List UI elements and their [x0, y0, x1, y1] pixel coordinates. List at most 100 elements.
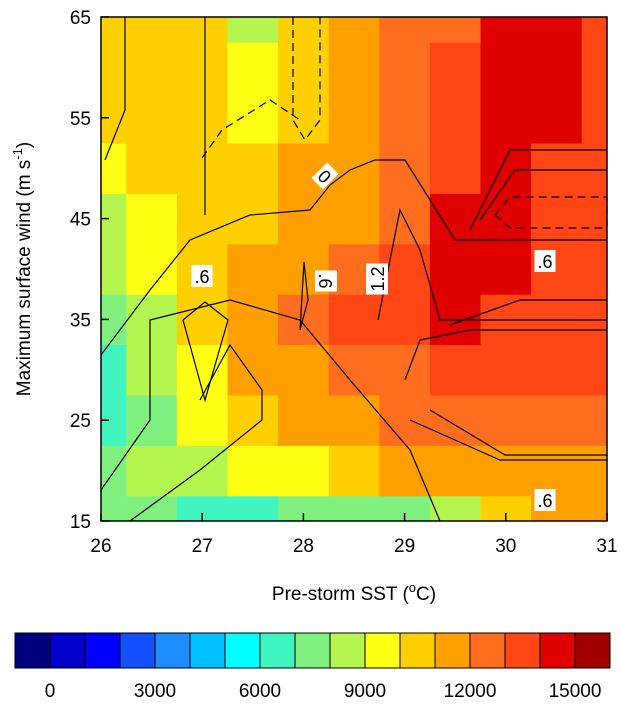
- y-title-text: Maximum surface wind (m s: [14, 160, 35, 397]
- y-tick-label: 45: [70, 210, 91, 231]
- colorbar-box: [49, 632, 86, 669]
- field-cell: [278, 294, 330, 346]
- field-cell: [101, 42, 127, 94]
- x-title-end: C): [416, 584, 436, 605]
- field-cell: [531, 143, 583, 194]
- field-cell: [176, 92, 228, 144]
- field-cell: [328, 445, 380, 497]
- field-cell: [379, 344, 431, 396]
- colorbar-tick-label: 0: [45, 681, 56, 702]
- colorbar-tick-label: 6000: [239, 681, 281, 702]
- field-cell: [328, 17, 380, 43]
- field-cell: [531, 344, 583, 396]
- field-cell: [176, 344, 228, 396]
- colorbar-box: [294, 632, 331, 669]
- field-cell: [328, 193, 380, 245]
- field-cell: [531, 17, 583, 43]
- x-tick-label: 27: [192, 536, 213, 557]
- colorbar-box: [224, 632, 261, 669]
- field-cell: [176, 143, 228, 194]
- contour-label-bg: [311, 162, 339, 190]
- field-cell: [101, 344, 127, 396]
- y-axis-title: Maximum surface wind (m s-1): [10, 142, 35, 396]
- x-tick-label: 26: [90, 536, 111, 557]
- contour-label-bg: [315, 270, 337, 292]
- colorbar-box: [539, 632, 576, 669]
- field-cell: [227, 294, 279, 346]
- field-cell: [480, 17, 532, 43]
- contour-line: [182, 301, 229, 403]
- field-cell: [227, 17, 279, 43]
- field-cell: [379, 42, 431, 94]
- field-cell: [429, 243, 481, 295]
- contour-label-text: 1.2: [368, 266, 388, 291]
- field-cell: [227, 395, 279, 446]
- contour-label-bg: [191, 265, 213, 287]
- field-cell: [278, 92, 330, 144]
- y-tick-label: 35: [70, 310, 91, 331]
- field-cell: [581, 193, 608, 245]
- field-cell: [531, 92, 583, 144]
- x-tick-label: 29: [394, 536, 415, 557]
- field-cell: [176, 42, 228, 94]
- field-cell: [101, 143, 127, 194]
- contour-line: [100, 159, 607, 356]
- field-cell: [581, 495, 608, 522]
- colorbar-tick-label: 3000: [134, 681, 176, 702]
- x-title-text: Pre-storm SST (: [272, 584, 410, 605]
- contour-label: 1.2: [366, 263, 388, 295]
- colorbar-box: [434, 632, 471, 669]
- field-cell: [126, 193, 178, 245]
- colorbar-box: [469, 632, 506, 669]
- field-cell: [429, 42, 481, 94]
- field-cell: [278, 17, 330, 43]
- field-cell: [480, 395, 532, 446]
- field-cell: [328, 395, 380, 446]
- field-cell: [581, 143, 608, 194]
- field-cell: [126, 143, 178, 194]
- field-cell: [581, 445, 608, 497]
- field-cell: [328, 294, 380, 346]
- colorbar-tick-label: 12000: [444, 681, 497, 702]
- field-cell: [101, 17, 127, 43]
- field-cell: [101, 243, 127, 295]
- y-tick-label: 55: [70, 109, 91, 130]
- field-cell: [379, 294, 431, 346]
- plot-frame: [100, 16, 608, 522]
- field-cell: [227, 143, 279, 194]
- field-cell: [101, 495, 127, 522]
- field-cell: [379, 92, 431, 144]
- colorbar-box: [329, 632, 366, 669]
- colorbar-box: [364, 632, 401, 669]
- colorbar-tick-label: 9000: [344, 681, 386, 702]
- contour-line: [449, 299, 607, 326]
- contour-label: 0: [311, 162, 339, 190]
- field-cell: [227, 495, 279, 522]
- field-cell: [480, 92, 532, 144]
- colorbar-box: [119, 632, 156, 669]
- field-cell: [126, 445, 178, 497]
- contour-line: [201, 99, 301, 159]
- field-cell: [531, 395, 583, 446]
- y-title-end: ): [14, 142, 35, 148]
- field-cell: [480, 243, 532, 295]
- field-cell: [429, 344, 481, 396]
- field-cell: [278, 395, 330, 446]
- contour-line: [129, 343, 263, 522]
- x-tick-label: 30: [495, 536, 516, 557]
- contour-line: [404, 329, 607, 381]
- field-cell: [328, 42, 380, 94]
- field-cell: [328, 495, 380, 522]
- y-tick-label: 25: [70, 411, 91, 432]
- field-cell: [581, 17, 608, 43]
- field-cell: [176, 395, 228, 446]
- colorbar-box: [84, 632, 121, 669]
- field-cell: [429, 92, 481, 144]
- contour-line: [104, 17, 126, 161]
- field-cell: [126, 344, 178, 396]
- x-tick-label: 31: [596, 536, 617, 557]
- colorbar-box: [154, 632, 191, 669]
- contour-line: [299, 261, 309, 331]
- field-cell: [328, 344, 380, 396]
